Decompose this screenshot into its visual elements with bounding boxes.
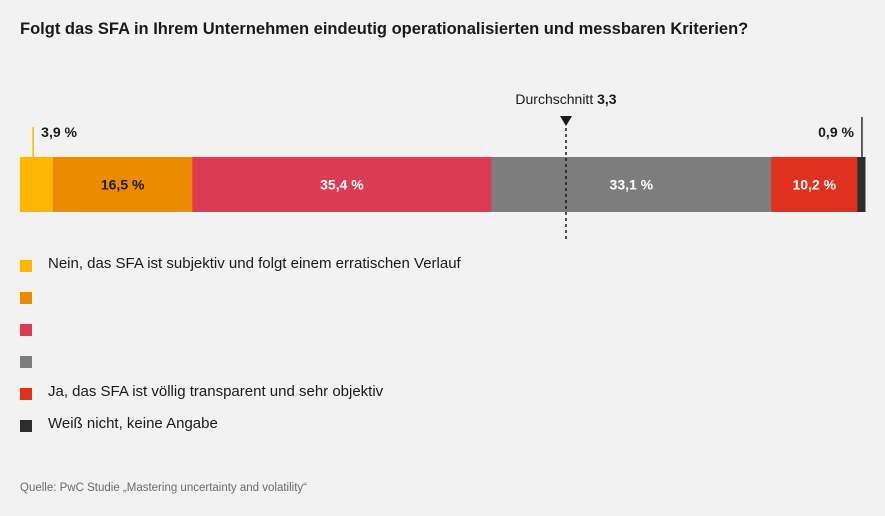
- bar-segment-3: [491, 157, 772, 212]
- data-label-1: 16,5 %: [101, 177, 145, 193]
- legend-label: Ja, das SFA ist völlig transparent und s…: [48, 383, 384, 400]
- legend-label: Nein, das SFA ist subjektiv und folgt ei…: [48, 255, 461, 272]
- legend-swatch: [20, 292, 32, 304]
- bar-segment-1: [52, 157, 193, 212]
- average-marker-icon: [560, 116, 572, 126]
- bar-segment-0: [20, 157, 54, 212]
- legend-swatch: [20, 420, 32, 432]
- legend-swatch: [20, 324, 32, 336]
- legend-swatch: [20, 260, 32, 272]
- average-label: Durchschnitt 3,3: [515, 91, 616, 107]
- stacked-bar-chart: 3,9 % 16,5 % 35,4 % 33,1 % 10,2 % 0,9 % Durchs…: [20, 91, 866, 242]
- bar-segment-4: [771, 157, 858, 212]
- bar-segment-2: [192, 157, 493, 212]
- legend-swatch: [20, 356, 32, 368]
- data-label-5: 0,9 %: [818, 124, 854, 140]
- bar-segment-5: [857, 157, 866, 212]
- source-note: Quelle: PwC Studie „Mastering uncertaint…: [20, 482, 307, 494]
- average-label-prefix: Durchschnitt: [515, 91, 597, 107]
- legend-label: Weiß nicht, keine Angabe: [48, 415, 218, 432]
- data-label-4: 10,2 %: [793, 177, 837, 193]
- data-label-3: 33,1 %: [610, 177, 654, 193]
- data-label-0: 3,9 %: [41, 124, 77, 140]
- data-label-2: 35,4 %: [320, 177, 364, 193]
- chart-title: Folgt das SFA in Ihrem Unternehmen einde…: [20, 20, 749, 38]
- legend-swatch: [20, 388, 32, 400]
- average-label-value: 3,3: [597, 91, 617, 107]
